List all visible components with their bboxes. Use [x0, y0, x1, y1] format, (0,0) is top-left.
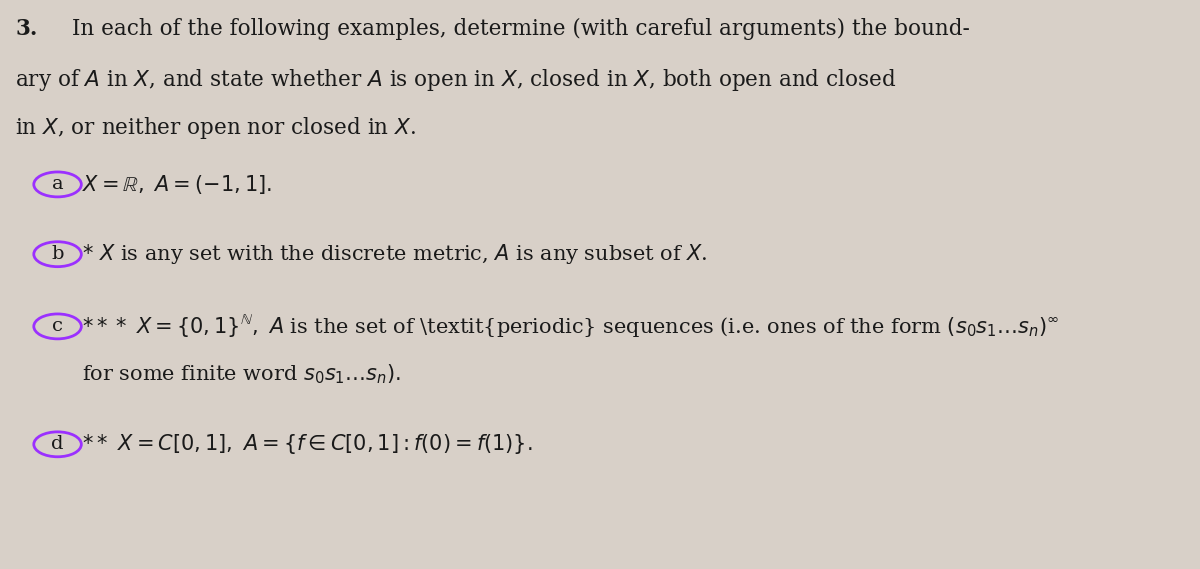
- Text: ary of $A$ in $X$, and state whether $A$ is open in $X$, closed in $X$, both ope: ary of $A$ in $X$, and state whether $A$…: [16, 67, 896, 93]
- Text: b: b: [52, 245, 64, 263]
- Text: 3.: 3.: [16, 18, 38, 40]
- Text: $X = \mathbb{R},\ A = (-1, 1].$: $X = \mathbb{R},\ A = (-1, 1].$: [83, 173, 272, 196]
- Text: $** \ X = C[0, 1],\ A = \{f \in C[0, 1] : f(0) = f(1)\}.$: $** \ X = C[0, 1],\ A = \{f \in C[0, 1] …: [83, 432, 533, 456]
- Text: $* \ X$ is any set with the discrete metric, $A$ is any subset of $X$.: $* \ X$ is any set with the discrete met…: [83, 242, 708, 266]
- Text: c: c: [52, 318, 64, 335]
- Text: In each of the following examples, determine (with careful arguments) the bound-: In each of the following examples, deter…: [72, 18, 970, 40]
- Text: for some finite word $s_0 s_1 \ldots s_n).$: for some finite word $s_0 s_1 \ldots s_n…: [83, 362, 401, 386]
- Text: $*** \ X = \{0, 1\}^{\mathbb{N}},\ A$ is the set of \textit{periodic} sequences : $*** \ X = \{0, 1\}^{\mathbb{N}},\ A$ is…: [83, 313, 1060, 340]
- Text: d: d: [52, 435, 64, 453]
- Text: in $X$, or neither open nor closed in $X$.: in $X$, or neither open nor closed in $X…: [16, 114, 416, 141]
- Text: a: a: [52, 175, 64, 193]
